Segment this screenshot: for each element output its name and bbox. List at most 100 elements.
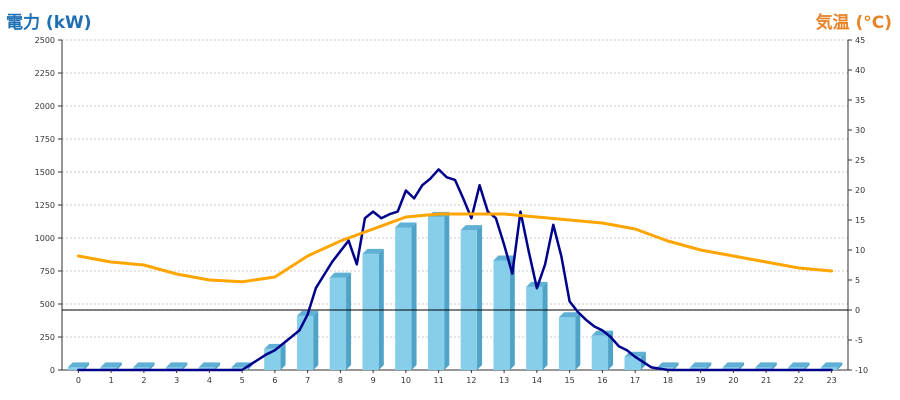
x-tick-label: 5 xyxy=(240,376,245,385)
bar-front xyxy=(558,317,576,370)
bar-top xyxy=(820,362,843,368)
bar-side xyxy=(509,255,515,370)
bar-front xyxy=(820,367,838,370)
bar-top xyxy=(67,362,90,368)
bar-side xyxy=(542,281,548,370)
bar-top xyxy=(165,362,188,368)
bar-front xyxy=(427,216,445,370)
bar xyxy=(165,362,188,370)
bar xyxy=(722,362,745,370)
left-tick-label: 1750 xyxy=(35,135,55,144)
right-tick-label: 10 xyxy=(855,246,865,255)
bar-side xyxy=(575,312,581,370)
bar-front xyxy=(100,367,117,370)
x-tick-label: 10 xyxy=(401,376,411,385)
right-tick-label: -10 xyxy=(855,366,868,375)
bar-front xyxy=(231,367,248,370)
bar-side xyxy=(739,362,745,370)
x-tick-label: 20 xyxy=(728,376,738,385)
right-tick-label: 35 xyxy=(855,96,865,105)
bar-front xyxy=(788,367,805,370)
bar-front xyxy=(493,260,510,370)
bar-side xyxy=(608,330,614,370)
temperature-line xyxy=(76,212,834,284)
bar-side xyxy=(378,248,384,370)
left-tick-label: 1250 xyxy=(35,201,55,210)
x-tick-label: 0 xyxy=(76,376,81,385)
power-line xyxy=(77,168,833,372)
bar xyxy=(362,248,384,370)
x-tick-label: 16 xyxy=(597,376,607,385)
bar-top xyxy=(395,222,417,228)
bar-side xyxy=(116,362,122,370)
x-tick-label: 22 xyxy=(794,376,804,385)
bar xyxy=(264,343,286,370)
bar-front xyxy=(362,253,379,370)
bar-side xyxy=(149,362,155,370)
bar xyxy=(493,255,515,370)
left-tick-label: 500 xyxy=(40,300,55,309)
bar-front xyxy=(329,277,347,370)
bar-top xyxy=(329,272,352,278)
bar-front xyxy=(689,367,707,370)
left-tick-label: 2500 xyxy=(35,36,55,45)
bar-top xyxy=(788,362,810,368)
right-axis-title: 気温 (°C) xyxy=(815,13,892,33)
bar xyxy=(67,362,90,370)
bar-side xyxy=(771,362,777,370)
x-tick-label: 12 xyxy=(466,376,476,385)
bar-front xyxy=(755,367,772,370)
bar-front xyxy=(591,335,609,370)
left-tick-label: 1500 xyxy=(35,168,55,177)
right-tick-label: 15 xyxy=(855,216,865,225)
left-tick-label: 2250 xyxy=(35,69,55,78)
bar-top xyxy=(362,248,384,254)
x-tick-label: 8 xyxy=(338,376,343,385)
bar-top xyxy=(198,362,221,368)
bar-front xyxy=(624,356,641,370)
bar xyxy=(591,330,614,370)
bar xyxy=(558,312,581,370)
bar-side xyxy=(280,343,286,370)
bar-side xyxy=(477,225,483,370)
bar-side xyxy=(411,222,417,370)
x-tick-label: 17 xyxy=(630,376,640,385)
bar xyxy=(133,362,155,370)
bar-side xyxy=(182,362,188,370)
bar-top xyxy=(657,362,679,368)
right-tick-label: 0 xyxy=(855,306,860,315)
x-tick-label: 4 xyxy=(207,376,212,385)
bar xyxy=(296,310,319,370)
x-tick-label: 1 xyxy=(109,376,114,385)
bar xyxy=(788,362,810,370)
bar xyxy=(427,211,450,370)
x-tick-label: 18 xyxy=(663,376,673,385)
right-tick-label: -5 xyxy=(855,336,863,345)
bar xyxy=(689,362,712,370)
right-tick-label: 40 xyxy=(855,66,865,75)
bar-side xyxy=(804,362,810,370)
bar-front xyxy=(165,367,183,370)
bar-side xyxy=(444,211,450,370)
bar-top xyxy=(755,362,777,368)
bar-side xyxy=(706,362,712,370)
right-tick-label: 20 xyxy=(855,186,865,195)
x-tick-label: 9 xyxy=(371,376,376,385)
x-tick-label: 7 xyxy=(305,376,310,385)
bar-front xyxy=(460,230,478,370)
right-tick-label: 45 xyxy=(855,36,865,45)
x-tick-label: 19 xyxy=(696,376,706,385)
bar-front xyxy=(526,286,543,370)
bar-side xyxy=(215,362,221,370)
right-tick-label: 30 xyxy=(855,126,865,135)
bar xyxy=(755,362,777,370)
x-tick-label: 15 xyxy=(565,376,575,385)
x-tick-label: 11 xyxy=(434,376,444,385)
left-axis-title: 電力 (kW) xyxy=(6,13,92,33)
left-tick-label: 0 xyxy=(50,366,55,375)
bar-side xyxy=(84,362,90,370)
bar-side xyxy=(346,272,352,370)
bar xyxy=(395,222,417,370)
bar-top xyxy=(689,362,712,368)
